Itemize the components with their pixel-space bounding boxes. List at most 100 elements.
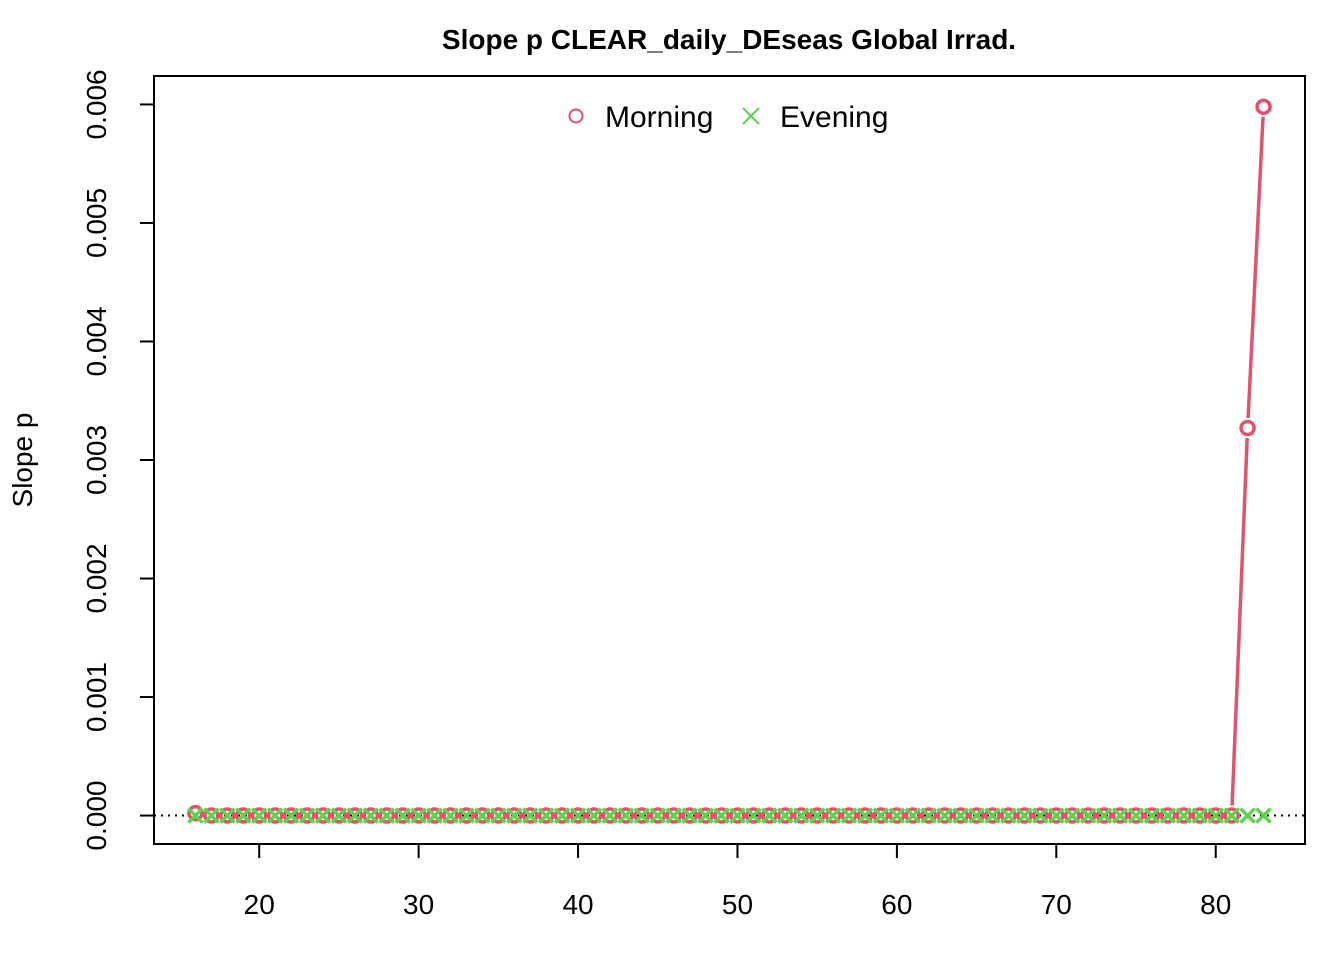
morning-point [792, 807, 810, 824]
evening-point [250, 807, 268, 824]
evening-point [856, 807, 874, 824]
evening-point [490, 807, 507, 824]
evening-point [442, 807, 459, 824]
evening-point [1048, 807, 1065, 824]
y-tick-label: 0.003 [81, 425, 112, 495]
evening-point [713, 807, 730, 824]
morning-point [968, 807, 985, 824]
evening-point [665, 807, 682, 824]
morning-point [617, 807, 635, 824]
morning-point [649, 807, 667, 824]
morning-point [250, 807, 268, 824]
evening-point [426, 807, 443, 824]
evening-point [314, 807, 332, 824]
morning-point [235, 807, 252, 824]
morning-point [553, 807, 571, 824]
y-tick-label: 0.004 [81, 306, 112, 376]
morning-point [1223, 807, 1240, 824]
morning-point [219, 807, 236, 824]
evening-point [1223, 807, 1240, 824]
morning-point [1063, 807, 1081, 824]
evening-point [1032, 807, 1049, 824]
morning-point [330, 807, 348, 824]
evening-point [984, 807, 1001, 824]
evening-point [506, 807, 523, 824]
morning-point [936, 807, 953, 824]
morning-point [1095, 807, 1113, 824]
morning-point [697, 807, 714, 824]
morning-point [537, 807, 555, 824]
legend-morning-label: Morning [605, 101, 713, 134]
evening-point [729, 807, 746, 824]
x-axis: 20 30 40 50 60 70 80 [244, 843, 1231, 920]
evening-point [1064, 807, 1081, 824]
morning-point [426, 807, 443, 824]
morning-point [1000, 807, 1017, 824]
evening-point [761, 807, 778, 824]
evening-point [235, 807, 252, 824]
morning-segment [1230, 437, 1249, 806]
evening-point [649, 807, 666, 824]
evening-point [601, 807, 619, 824]
morning-point [872, 807, 890, 824]
morning-point [187, 804, 204, 822]
morning-point [442, 807, 459, 824]
y-axis: 0.000 0.001 0.002 0.003 0.004 0.005 0.006 [81, 69, 155, 851]
morning-point [1048, 807, 1065, 824]
x-tick-label: 30 [403, 889, 434, 920]
evening-point [378, 807, 395, 824]
evening-point [968, 807, 985, 824]
morning-point [474, 807, 491, 824]
evening-series [187, 807, 1272, 824]
morning-point [1079, 807, 1097, 824]
evening-point [1255, 807, 1272, 824]
evening-point [1175, 807, 1193, 824]
morning-point [1175, 807, 1193, 824]
chart-title: Slope p CLEAR_daily_DEseas Global Irrad. [442, 24, 1016, 55]
evening-point [793, 807, 810, 824]
legend-evening-marker [742, 107, 760, 125]
morning-point [665, 807, 682, 824]
y-tick-label: 0.006 [81, 69, 112, 139]
evening-point [203, 807, 220, 824]
morning-point [569, 807, 587, 824]
evening-point [824, 807, 842, 824]
evening-point [553, 807, 571, 824]
morning-point [888, 807, 906, 824]
morning-point [346, 807, 364, 824]
morning-point [1127, 807, 1145, 824]
morning-point [761, 807, 778, 824]
evening-point [808, 807, 826, 824]
evening-point [1000, 807, 1017, 824]
morning-point [1016, 807, 1033, 824]
morning-point [1143, 807, 1161, 824]
evening-point [633, 807, 651, 824]
evening-point [777, 807, 794, 824]
morning-point [633, 807, 651, 824]
morning-point [266, 807, 284, 824]
evening-point [681, 807, 698, 824]
morning-point [856, 807, 874, 824]
morning-point [984, 807, 1001, 824]
evening-point [1016, 807, 1033, 824]
morning-point [952, 807, 969, 824]
morning-point [745, 807, 762, 824]
evening-point [617, 807, 635, 824]
morning-point [1032, 807, 1049, 824]
evening-point [904, 807, 922, 824]
evening-point [920, 807, 938, 824]
x-tick-label: 80 [1200, 889, 1231, 920]
evening-point [330, 807, 348, 824]
evening-point [282, 807, 300, 824]
morning-point [808, 807, 826, 824]
y-axis-label: Slope p [7, 413, 38, 508]
morning-point [1159, 807, 1177, 824]
morning-point [203, 807, 220, 824]
evening-point [266, 807, 284, 824]
morning-point [521, 807, 539, 824]
morning-point [362, 807, 380, 824]
evening-point [219, 807, 236, 824]
evening-point [1111, 807, 1129, 824]
y-tick-label: 0.002 [81, 543, 112, 613]
morning-point [314, 807, 332, 824]
